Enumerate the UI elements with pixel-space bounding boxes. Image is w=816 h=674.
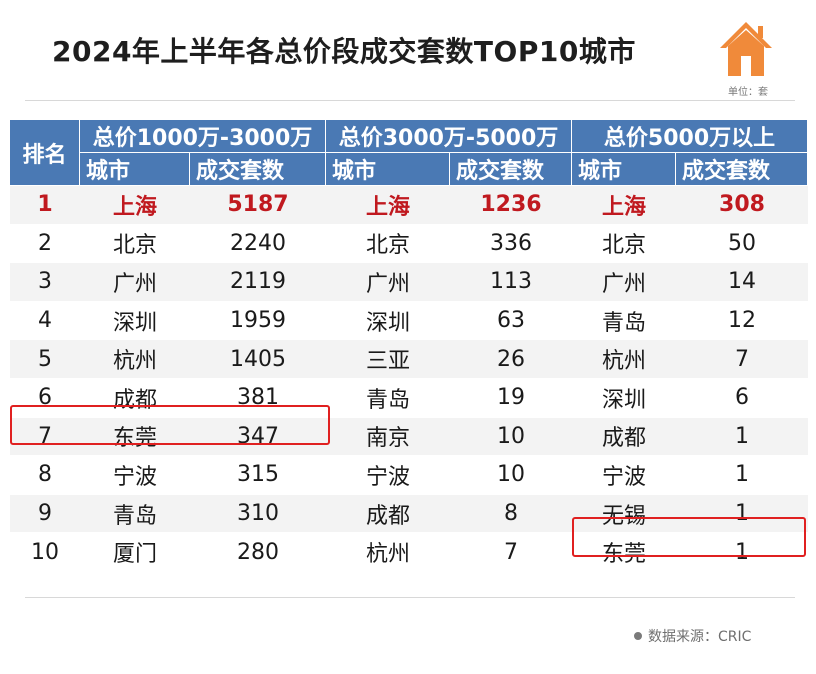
group-header: 总价3000万-5000万 <box>326 120 572 153</box>
count-cell: 1959 <box>190 301 326 341</box>
city-cell: 广州 <box>326 263 450 302</box>
count-cell: 10 <box>450 456 572 495</box>
group-header: 总价1000万-3000万 <box>80 120 326 153</box>
city-cell: 上海 <box>326 186 450 225</box>
column-header: 成交套数 <box>450 153 572 186</box>
city-cell: 北京 <box>80 224 190 264</box>
city-cell: 上海 <box>572 186 676 225</box>
count-cell: 2240 <box>190 224 326 264</box>
count-cell: 310 <box>190 494 326 534</box>
city-cell: 宁波 <box>572 456 676 495</box>
rank-cell: 3 <box>10 263 80 302</box>
rank-cell: 4 <box>10 301 80 341</box>
rank-cell: 1 <box>10 186 80 225</box>
city-cell: 东莞 <box>572 533 676 572</box>
table-row: 2 北京 2240 北京 336 北京 50 <box>10 224 809 264</box>
city-cell: 青岛 <box>80 494 190 534</box>
city-cell: 北京 <box>326 224 450 264</box>
count-cell: 113 <box>450 263 572 302</box>
table-row: 10 厦门 280 杭州 7 东莞 1 <box>10 533 809 572</box>
city-cell: 青岛 <box>572 301 676 341</box>
rank-header: 排名 <box>10 120 80 186</box>
city-cell: 成都 <box>326 494 450 534</box>
count-cell: 1236 <box>450 186 572 225</box>
count-cell: 7 <box>450 533 572 572</box>
count-cell: 1 <box>676 494 809 534</box>
count-cell: 50 <box>676 224 809 264</box>
city-cell: 上海 <box>80 186 190 225</box>
highlight-box <box>10 405 330 445</box>
city-cell: 三亚 <box>326 340 450 379</box>
ranking-table: 排名 总价1000万-3000万 总价3000万-5000万 总价5000万以上… <box>10 120 809 572</box>
column-header: 成交套数 <box>190 153 326 186</box>
bullet-icon <box>634 632 642 640</box>
rank-cell: 8 <box>10 456 80 495</box>
table-row: 1 上海 5187 上海 1236 上海 308 <box>10 186 809 225</box>
rank-cell: 10 <box>10 533 80 572</box>
city-cell: 杭州 <box>572 340 676 379</box>
count-cell: 12 <box>676 301 809 341</box>
city-cell: 厦门 <box>80 533 190 572</box>
count-cell: 336 <box>450 224 572 264</box>
table-row: 3 广州 2119 广州 113 广州 14 <box>10 263 809 302</box>
rank-cell: 9 <box>10 494 80 534</box>
city-cell: 广州 <box>572 263 676 302</box>
count-cell: 2119 <box>190 263 326 302</box>
city-cell: 北京 <box>572 224 676 264</box>
count-cell: 280 <box>190 533 326 572</box>
column-header: 城市 <box>80 153 190 186</box>
count-cell: 315 <box>190 456 326 495</box>
rank-cell: 6 <box>10 378 80 418</box>
bottom-divider <box>25 597 795 598</box>
count-cell: 1 <box>676 417 809 457</box>
count-cell: 308 <box>676 186 809 225</box>
count-cell: 1405 <box>190 340 326 379</box>
city-cell: 成都 <box>572 417 676 457</box>
city-cell: 南京 <box>326 417 450 457</box>
table-row: 9 青岛 310 成都 8 无锡 1 <box>10 494 809 534</box>
city-cell: 深圳 <box>326 301 450 341</box>
count-cell: 6 <box>676 378 809 418</box>
house-icon <box>720 22 772 76</box>
count-cell: 1 <box>676 456 809 495</box>
count-cell: 1 <box>676 533 809 572</box>
city-cell: 广州 <box>80 263 190 302</box>
highlight-box <box>572 517 806 557</box>
city-cell: 杭州 <box>326 533 450 572</box>
rank-cell: 5 <box>10 340 80 379</box>
count-cell: 8 <box>450 494 572 534</box>
city-cell: 深圳 <box>80 301 190 341</box>
rank-cell: 2 <box>10 224 80 264</box>
count-cell: 5187 <box>190 186 326 225</box>
column-header: 城市 <box>326 153 450 186</box>
unit-label: 单位：套 <box>728 87 768 98</box>
city-cell: 东莞 <box>80 417 190 457</box>
table-row: 7 东莞 347 南京 10 成都 1 <box>10 417 809 457</box>
table-row: 8 宁波 315 宁波 10 宁波 1 <box>10 456 809 495</box>
column-header: 成交套数 <box>676 153 809 186</box>
count-cell: 10 <box>450 417 572 457</box>
city-cell: 青岛 <box>326 378 450 418</box>
rank-cell: 7 <box>10 417 80 457</box>
top-divider <box>25 100 795 101</box>
table-row: 6 成都 381 青岛 19 深圳 6 <box>10 378 809 418</box>
group-header: 总价5000万以上 <box>572 120 809 153</box>
count-cell: 26 <box>450 340 572 379</box>
city-cell: 宁波 <box>326 456 450 495</box>
table-row: 4 深圳 1959 深圳 63 青岛 12 <box>10 301 809 341</box>
city-cell: 无锡 <box>572 494 676 534</box>
count-cell: 14 <box>676 263 809 302</box>
column-header: 城市 <box>572 153 676 186</box>
count-cell: 19 <box>450 378 572 418</box>
city-cell: 成都 <box>80 378 190 418</box>
source-text: 数据来源：CRIC <box>648 629 752 645</box>
city-cell: 宁波 <box>80 456 190 495</box>
page-title: 2024年上半年各总价段成交套数TOP10城市 <box>52 35 636 68</box>
count-cell: 63 <box>450 301 572 341</box>
table-row: 5 杭州 1405 三亚 26 杭州 7 <box>10 340 809 379</box>
city-cell: 深圳 <box>572 378 676 418</box>
city-cell: 杭州 <box>80 340 190 379</box>
count-cell: 7 <box>676 340 809 379</box>
source-note: 数据来源：CRIC <box>634 626 751 646</box>
